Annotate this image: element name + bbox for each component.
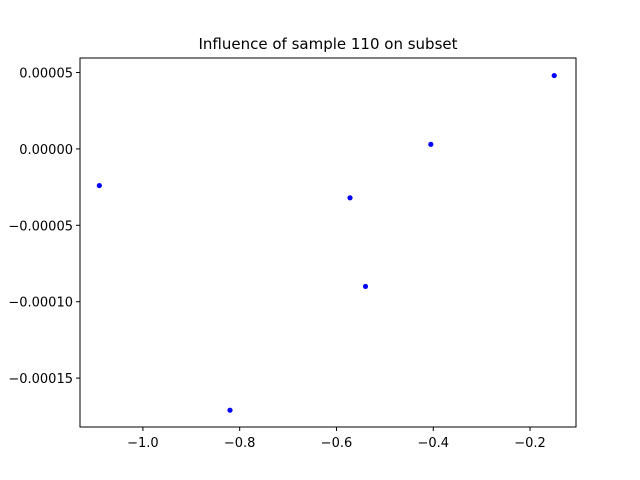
x-tick-label: −0.4 — [417, 436, 449, 451]
axis-ticks: −1.0 −0.8 −0.6 −0.4 −0.2 0.00005 0.00000 −0.000… — [8, 67, 545, 451]
scatter-point — [227, 407, 233, 413]
scatter-point — [428, 141, 434, 147]
x-tick-label: −0.2 — [514, 436, 546, 451]
y-tick-label: −0.00005 — [8, 219, 73, 234]
y-tick-label: 0.00000 — [19, 143, 73, 158]
scatter-point — [551, 72, 557, 79]
x-tick-label: −1.0 — [127, 436, 159, 451]
scatter-point — [362, 283, 369, 290]
x-tick-label: −0.8 — [224, 436, 256, 451]
y-tick-label: −0.00015 — [8, 372, 73, 387]
data-points — [96, 72, 557, 413]
y-tick-label: 0.00005 — [19, 67, 73, 82]
plot-area-frame — [79, 57, 577, 428]
scatter-point — [96, 182, 102, 189]
x-tick-label: −0.6 — [321, 436, 353, 451]
y-tick-label: −0.00010 — [8, 296, 73, 311]
chart-title: Influence of sample 110 on subset — [198, 35, 457, 53]
scatter-point — [347, 195, 353, 201]
